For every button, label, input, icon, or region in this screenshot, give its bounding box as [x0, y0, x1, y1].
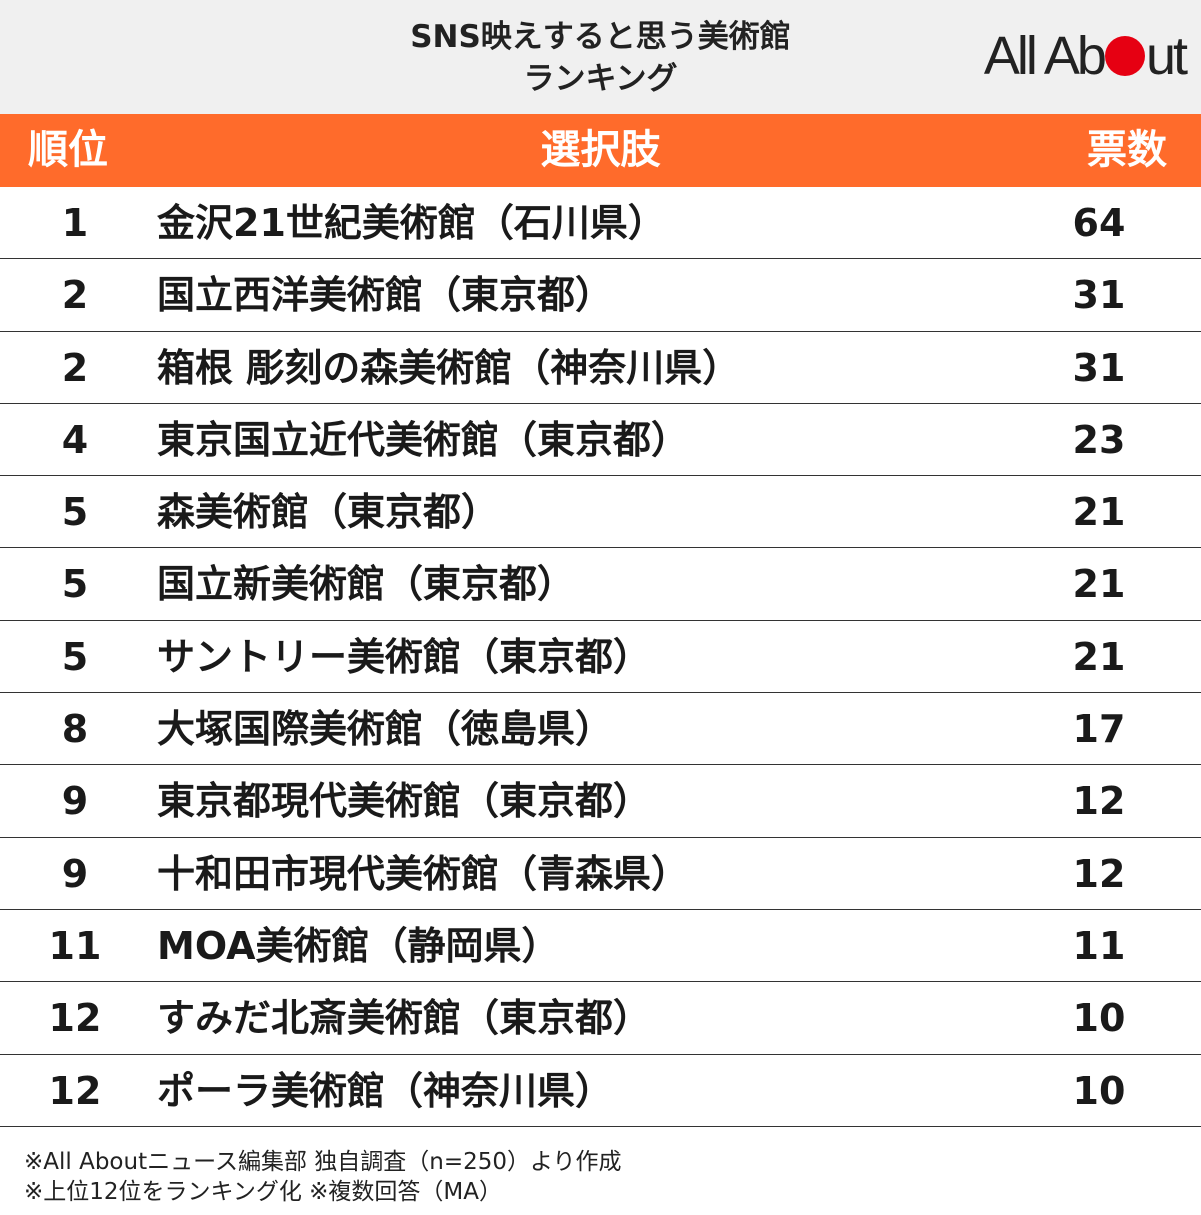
header-rank: 順位 [28, 127, 108, 173]
row-votes: 12 [1072, 779, 1126, 824]
table-row: 11 MOA美術館（静岡県） 11 [0, 910, 1201, 983]
table-row: 12 すみだ北斎美術館（東京都） 10 [0, 982, 1201, 1055]
row-rank: 5 [61, 490, 89, 535]
row-name: 国立新美術館（東京都） [157, 562, 576, 607]
footnote-method: ※上位12位をランキング化 ※複数回答（MA） [24, 1179, 503, 1205]
row-votes: 21 [1072, 634, 1126, 679]
table-header: 選択肢 順位 票数 [0, 114, 1201, 187]
header-choice: 選択肢 [540, 127, 661, 173]
row-votes: 11 [1072, 923, 1126, 968]
logo-red-dot-icon [1104, 36, 1145, 76]
row-rank: 2 [61, 273, 89, 318]
table-row: 5 サントリー美術館（東京都） 21 [0, 621, 1201, 694]
table-row: 12 ポーラ美術館（神奈川県） 10 [0, 1055, 1201, 1127]
row-rank: 8 [61, 707, 89, 752]
logo-text-start: All Ab [983, 26, 1107, 86]
logo-text-end: ut [1145, 26, 1188, 86]
row-votes: 21 [1072, 490, 1126, 535]
row-name: 箱根 彫刻の森美術館（神奈川県） [157, 345, 741, 390]
row-votes: 64 [1072, 201, 1126, 245]
footnotes: ※All Aboutニュース編集部 独自調査（n=250）より作成 ※上位12位… [24, 1147, 622, 1207]
row-name: 十和田市現代美術館（青森県） [157, 851, 690, 896]
row-votes: 31 [1072, 345, 1126, 390]
row-rank: 12 [48, 1068, 102, 1113]
row-rank: 9 [61, 779, 89, 824]
row-rank: 11 [48, 923, 102, 968]
title-bar: SNS映えすると思う美術館 ランキング All Ab ut [0, 0, 1201, 114]
page-title: SNS映えすると思う美術館 ランキング [0, 16, 1201, 100]
all-about-logo: All Ab ut [983, 26, 1188, 86]
row-name: 東京国立近代美術館（東京都） [157, 417, 690, 462]
row-rank: 1 [61, 201, 89, 245]
row-name: 金沢21世紀美術館（石川県） [157, 201, 666, 245]
row-votes: 31 [1072, 273, 1126, 318]
table-row: 9 東京都現代美術館（東京都） 12 [0, 765, 1201, 838]
row-name: 森美術館（東京都） [157, 490, 500, 535]
table-row: 2 国立西洋美術館（東京都） 31 [0, 259, 1201, 332]
table-row: 2 箱根 彫刻の森美術館（神奈川県） 31 [0, 332, 1201, 404]
table-row: 9 十和田市現代美術館（青森県） 12 [0, 838, 1201, 910]
ranking-table: 1 金沢21世紀美術館（石川県） 64 2 国立西洋美術館（東京都） 31 2 … [0, 187, 1201, 1127]
footnote-source: ※All Aboutニュース編集部 独自調査（n=250）より作成 [24, 1149, 622, 1175]
row-rank: 5 [61, 562, 89, 607]
row-votes: 10 [1072, 1068, 1126, 1113]
table-row: 1 金沢21世紀美術館（石川県） 64 [0, 187, 1201, 260]
title-line-1: SNS映えすると思う美術館 [410, 19, 791, 55]
row-name: 大塚国際美術館（徳島県） [157, 707, 614, 752]
row-rank: 4 [61, 417, 89, 462]
table-row: 4 東京国立近代美術館（東京都） 23 [0, 404, 1201, 477]
row-votes: 21 [1072, 562, 1126, 607]
table-row: 5 国立新美術館（東京都） 21 [0, 548, 1201, 621]
row-votes: 10 [1072, 996, 1126, 1041]
title-line-2: ランキング [523, 61, 678, 97]
row-rank: 5 [61, 634, 89, 679]
table-row: 5 森美術館（東京都） 21 [0, 476, 1201, 549]
row-name: 東京都現代美術館（東京都） [157, 779, 652, 824]
row-rank: 2 [61, 345, 89, 390]
row-name: 国立西洋美術館（東京都） [157, 273, 614, 318]
row-votes: 12 [1072, 851, 1126, 896]
header-votes: 票数 [1087, 127, 1167, 173]
row-votes: 17 [1072, 707, 1126, 752]
row-name: ポーラ美術館（神奈川県） [157, 1068, 614, 1113]
table-row: 8 大塚国際美術館（徳島県） 17 [0, 693, 1201, 766]
row-name: すみだ北斎美術館（東京都） [157, 996, 652, 1041]
row-rank: 12 [48, 996, 102, 1041]
row-rank: 9 [61, 851, 89, 896]
row-votes: 23 [1072, 417, 1126, 462]
row-name: サントリー美術館（東京都） [157, 634, 652, 679]
row-name: MOA美術館（静岡県） [157, 923, 560, 968]
